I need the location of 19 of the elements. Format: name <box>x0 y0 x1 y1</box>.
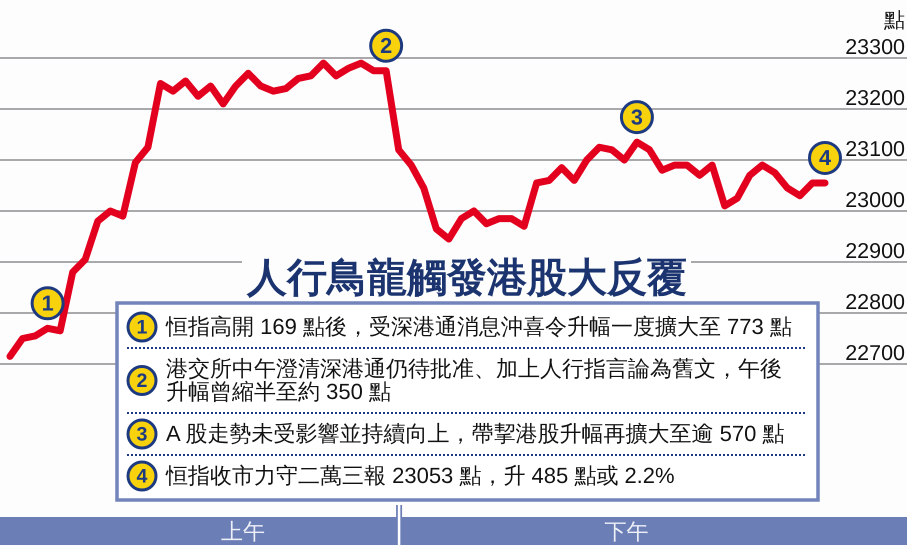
y-tick-label: 23100 <box>845 137 905 161</box>
session-label: 上午 <box>221 519 266 544</box>
y-tick-label: 22900 <box>845 239 905 263</box>
note: 恒指收市力守二萬三報 23053 點，升 485 點或 2.2% <box>166 463 675 488</box>
y-tick-label: 23300 <box>845 35 905 59</box>
note: 恒指高開 169 點後，受深港通消息沖喜令升幅一度擴大至 773 點 <box>166 314 792 339</box>
y-axis-title: 點 <box>884 9 905 32</box>
annotation: 4 <box>818 145 832 170</box>
note: A 股走勢未受影響並持續向上，帶挈港股升幅再擴大至逾 570 點 <box>166 421 785 446</box>
session-label: 下午 <box>604 519 649 544</box>
y-tick-label: 23000 <box>845 188 905 212</box>
title: 人行鳥龍觸發港股大反覆 <box>247 255 687 300</box>
note: 港交所中午澄清深港通仍待批准、加上人行指言論為舊文，午後升幅曾縮半至約 350 點 <box>166 356 782 404</box>
annotation: 2 <box>380 33 392 58</box>
annotation: 1 <box>136 316 148 339</box>
y-tick-label: 22700 <box>845 341 905 365</box>
annotation: 3 <box>630 104 643 130</box>
y-tick-label: 22800 <box>845 290 905 314</box>
y-tick-label: 23200 <box>845 86 905 110</box>
